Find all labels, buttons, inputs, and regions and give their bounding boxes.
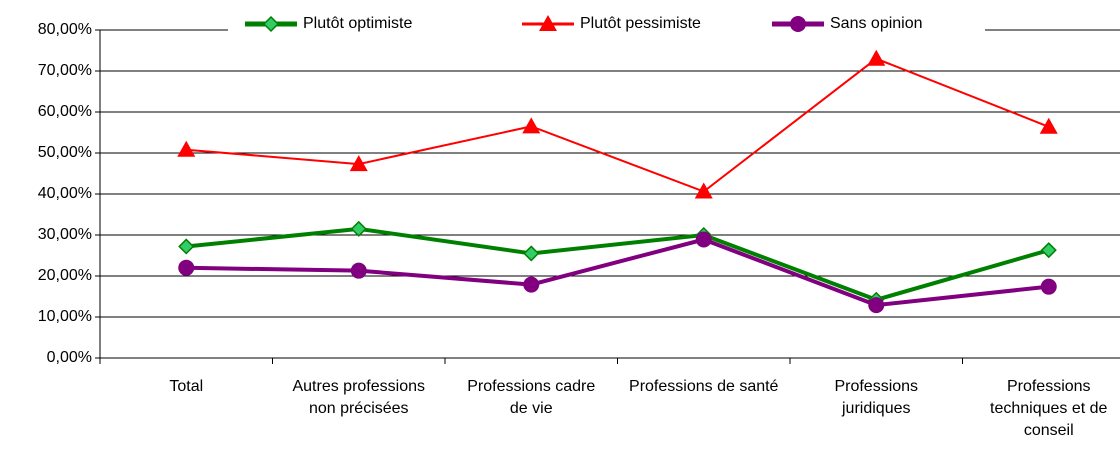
marker [868, 297, 885, 314]
x-tick-label: Professions de santé [629, 378, 779, 395]
marker [695, 231, 712, 248]
legend-label: Plutôt pessimiste [580, 15, 701, 32]
marker [178, 238, 195, 255]
y-tick-label: 50,00% [38, 144, 92, 161]
legend-label: Sans opinion [830, 15, 923, 32]
marker [1039, 117, 1058, 134]
marker [350, 220, 367, 237]
marker [867, 49, 886, 66]
y-tick-label: 60,00% [38, 103, 92, 120]
x-tick-label: Total [169, 378, 204, 395]
marker [694, 182, 713, 199]
marker [1040, 278, 1057, 295]
x-tick-label: Autres professions non précisées [292, 378, 425, 417]
marker [522, 117, 541, 134]
legend-label: Plutôt optimiste [303, 15, 412, 32]
marker [177, 140, 196, 157]
legend-box [228, 14, 985, 44]
y-tick-label: 20,00% [38, 267, 92, 284]
y-tick-label: 70,00% [38, 62, 92, 79]
marker [178, 259, 195, 276]
marker [790, 16, 806, 32]
series-line [186, 237, 1049, 308]
y-tick-label: 0,00% [47, 349, 92, 366]
marker [350, 262, 367, 279]
marker [1040, 242, 1057, 259]
marker [539, 15, 557, 31]
y-tick-label: 30,00% [38, 226, 92, 243]
series-line [186, 226, 1050, 302]
marker [523, 245, 540, 262]
y-tick-label: 40,00% [38, 185, 92, 202]
x-tick-label: Professions juridiques [834, 378, 919, 417]
marker [262, 15, 280, 33]
marker [523, 276, 540, 293]
series-line [186, 57, 1050, 193]
marker [349, 155, 368, 172]
x-tick-label: Professions cadre de vie [467, 378, 596, 417]
y-tick-label: 80,00% [38, 21, 92, 38]
y-tick-label: 10,00% [38, 308, 92, 325]
x-tick-label: Professions techniques et de conseil [990, 378, 1108, 439]
